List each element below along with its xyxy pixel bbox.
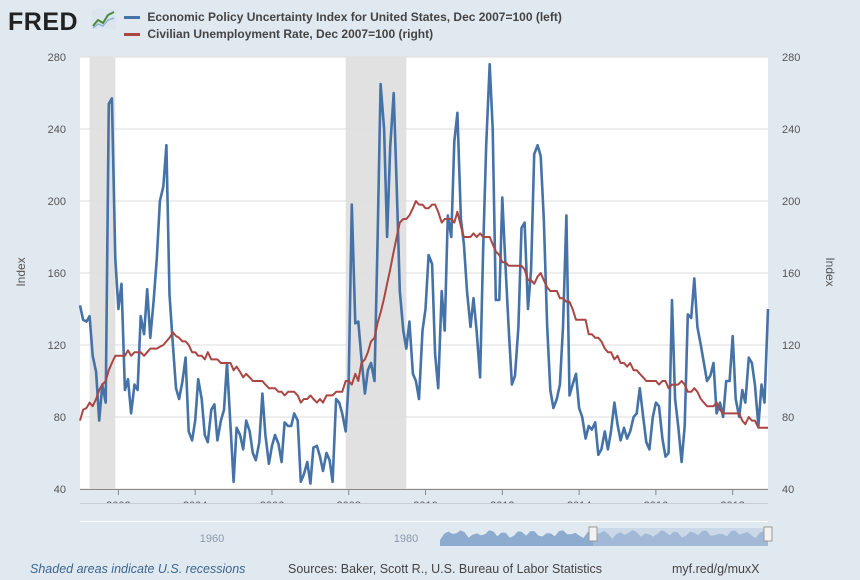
series-line-epu[interactable] bbox=[78, 62, 770, 485]
navigator-tick-label: 1960 bbox=[200, 533, 224, 545]
y-tick-label-left: 80 bbox=[54, 412, 66, 424]
time-navigator[interactable]: 1960 1980 bbox=[80, 503, 773, 547]
y-tick-label-left: 40 bbox=[54, 484, 66, 496]
y-tick-label-left: 120 bbox=[48, 340, 66, 352]
chart-header: FRED Economic Policy Uncertainty Index f… bbox=[0, 0, 860, 48]
legend-item-epu[interactable]: Economic Policy Uncertainty Index for Un… bbox=[124, 10, 562, 24]
y-axis-title-left: Index bbox=[14, 257, 28, 286]
legend-swatch-unemployment bbox=[124, 33, 140, 37]
y-tick-label-right: 40 bbox=[782, 484, 794, 496]
legend-label-epu: Economic Policy Uncertainty Index for Un… bbox=[147, 10, 562, 24]
y-tick-label-right: 240 bbox=[782, 124, 800, 136]
navigator-handle-right[interactable] bbox=[763, 526, 773, 542]
legend-swatch-epu bbox=[124, 16, 140, 20]
series-line-unemployment[interactable] bbox=[79, 200, 768, 429]
chart-footer: Shaded areas indicate U.S. recessions So… bbox=[0, 556, 860, 580]
series-lines[interactable] bbox=[78, 62, 770, 485]
short-link[interactable]: myf.red/g/muxX bbox=[672, 562, 760, 576]
y-tick-label-left: 280 bbox=[48, 52, 66, 64]
y-axis-title-right: Index bbox=[823, 257, 837, 286]
y-tick-label-right: 200 bbox=[782, 196, 800, 208]
navigator-handle-left[interactable] bbox=[588, 526, 598, 542]
y-tick-label-right: 280 bbox=[782, 52, 800, 64]
y-tick-label-left: 200 bbox=[48, 196, 66, 208]
legend-item-unemployment[interactable]: Civilian Unemployment Rate, Dec 2007=100… bbox=[124, 27, 433, 41]
y-tick-label-right: 120 bbox=[782, 340, 800, 352]
y-tick-label-left: 160 bbox=[48, 268, 66, 280]
y-tick-label-right: 80 bbox=[782, 412, 794, 424]
y-tick-label-left: 240 bbox=[48, 124, 66, 136]
y-tick-label-right: 160 bbox=[782, 268, 800, 280]
legend-label-unemployment: Civilian Unemployment Rate, Dec 2007=100… bbox=[147, 27, 434, 41]
fred-logo-graph-icon bbox=[92, 9, 116, 29]
recession-note: Shaded areas indicate U.S. recessions bbox=[30, 562, 246, 576]
sources-text: Sources: Baker, Scott R., U.S. Bureau of… bbox=[288, 562, 603, 576]
navigator-tick-label: 1980 bbox=[394, 533, 418, 545]
navigator-selection[interactable] bbox=[593, 528, 768, 546]
chart[interactable]: 4040808012012016016020020024024028028020… bbox=[0, 0, 860, 556]
fred-logo[interactable]: FRED bbox=[8, 8, 79, 36]
